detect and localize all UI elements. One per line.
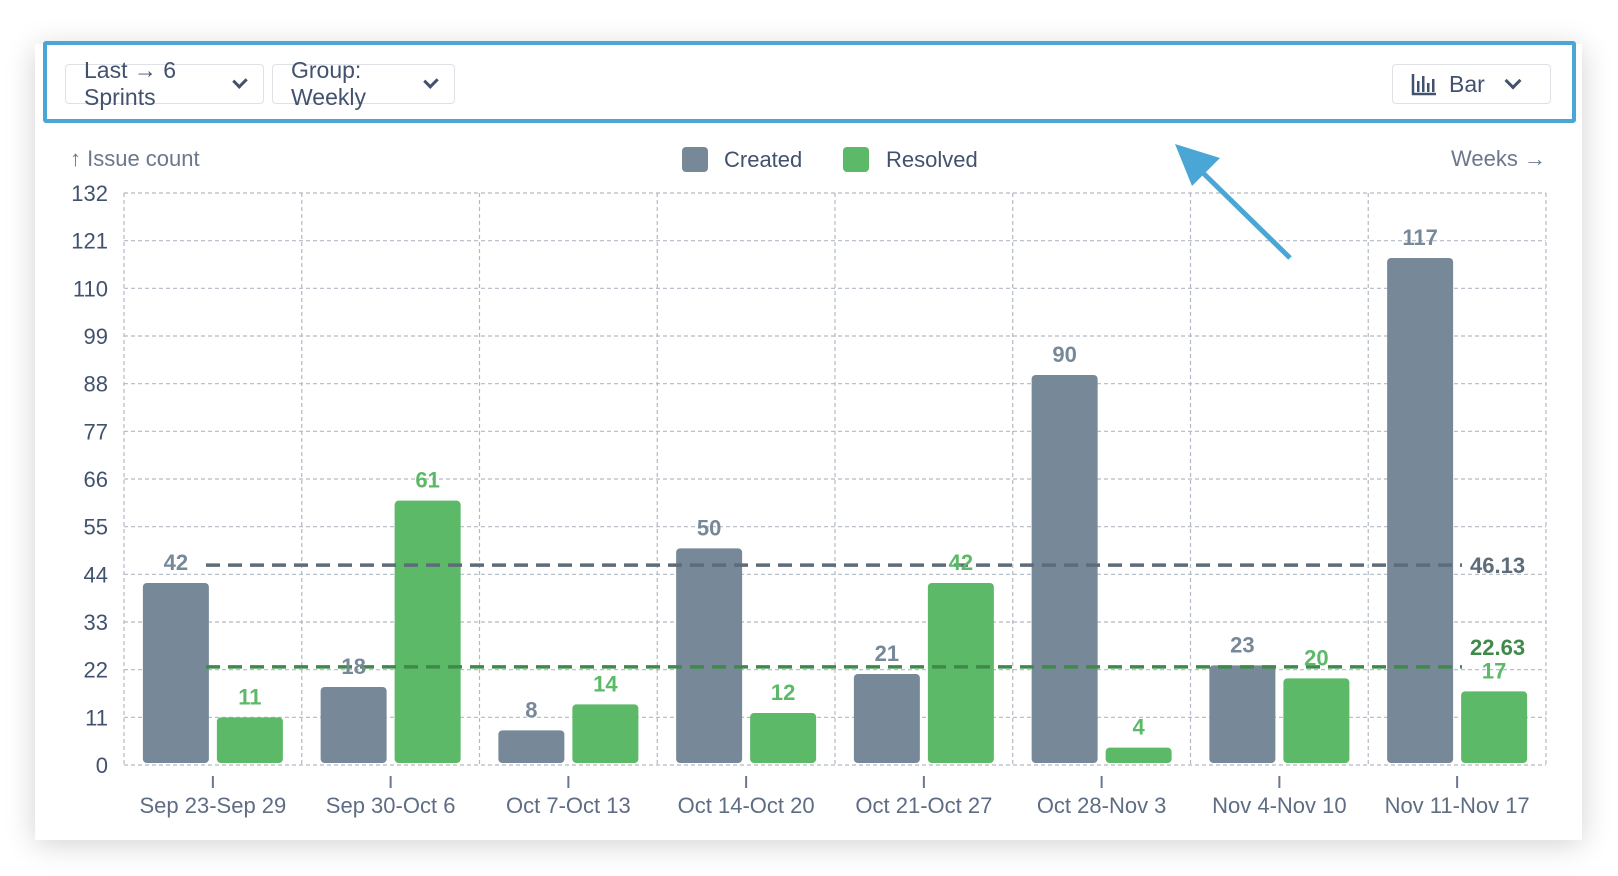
bar-resolved xyxy=(1105,747,1172,763)
bar-created xyxy=(498,730,565,763)
bar-resolved xyxy=(1283,678,1350,763)
data-label-resolved: 42 xyxy=(949,550,973,575)
y-tick-label: 88 xyxy=(84,372,108,397)
y-tick-label: 55 xyxy=(84,515,108,540)
data-label-resolved: 12 xyxy=(771,680,795,705)
data-label-resolved: 4 xyxy=(1133,715,1146,740)
bar-resolved xyxy=(394,500,461,763)
y-tick-label: 22 xyxy=(84,658,108,683)
data-label-created: 8 xyxy=(525,697,537,722)
x-tick-label: Oct 7-Oct 13 xyxy=(506,793,631,818)
data-label-resolved: 20 xyxy=(1304,645,1328,670)
range-label: Last → 6 Sprints xyxy=(84,57,177,110)
data-label-created: 18 xyxy=(341,654,365,679)
data-label-created: 42 xyxy=(164,550,188,575)
legend-label-created: Created xyxy=(724,147,802,172)
data-label-created: 117 xyxy=(1402,225,1438,250)
annotation-arrow xyxy=(1175,144,1292,260)
data-label-created: 90 xyxy=(1052,342,1076,367)
y-tick-label: 66 xyxy=(84,467,108,492)
data-label-resolved: 11 xyxy=(238,684,261,709)
y-tick-label: 77 xyxy=(84,419,108,444)
bar-resolved xyxy=(216,717,283,763)
group-dropdown[interactable]: Group: Weekly xyxy=(272,57,455,110)
x-axis-label: Weeks → xyxy=(1451,146,1546,171)
average-label-created: 46.13 xyxy=(1470,553,1525,578)
chart-type-dropdown[interactable]: Bar xyxy=(1392,64,1551,104)
chart-toolbar: Last → 6 Sprints Group: Weekly Bar xyxy=(43,41,1576,123)
y-axis-label: ↑ Issue count xyxy=(70,146,200,171)
chart-type-label: Bar xyxy=(1449,70,1485,97)
bar-resolved xyxy=(927,583,994,763)
bar-created xyxy=(142,583,209,763)
data-label-created: 21 xyxy=(875,641,899,666)
bar-resolved xyxy=(1461,691,1528,763)
bar-resolved xyxy=(572,704,639,763)
bar-created xyxy=(676,548,743,763)
average-label-resolved: 22.63 xyxy=(1470,635,1525,660)
x-tick-label: Nov 11-Nov 17 xyxy=(1385,793,1530,818)
legend: Created Resolved xyxy=(682,147,978,172)
x-tick-label: Oct 21-Oct 27 xyxy=(855,793,992,818)
data-label-resolved: 14 xyxy=(593,671,618,696)
data-label-created: 50 xyxy=(697,515,721,540)
y-tick-label: 121 xyxy=(71,229,108,254)
data-label-resolved: 61 xyxy=(415,468,439,493)
data-label-created: 23 xyxy=(1230,632,1254,657)
bar-created xyxy=(1387,258,1454,763)
y-tick-label: 110 xyxy=(73,276,108,301)
x-tick-label: Sep 23-Sep 29 xyxy=(139,793,286,818)
x-tick-label: Oct 14-Oct 20 xyxy=(678,793,815,818)
data-label-resolved: 17 xyxy=(1482,658,1506,683)
y-tick-label: 132 xyxy=(71,181,108,206)
bar-created xyxy=(853,674,920,763)
bar-chart-icon xyxy=(1411,74,1436,96)
x-tick-label: Nov 4-Nov 10 xyxy=(1212,793,1347,818)
x-tick-label: Oct 28-Nov 3 xyxy=(1037,793,1167,818)
y-tick-label: 11 xyxy=(85,705,108,730)
legend-label-resolved: Resolved xyxy=(886,147,978,172)
y-tick-label: 0 xyxy=(96,753,108,778)
bar-created xyxy=(320,687,387,763)
y-tick-label: 33 xyxy=(84,610,108,635)
legend-swatch-created xyxy=(682,147,708,172)
arrow-head-icon xyxy=(1175,144,1220,186)
y-tick-label: 44 xyxy=(84,562,108,587)
range-dropdown[interactable]: Last → 6 Sprints xyxy=(65,57,264,110)
group-label: Group: Weekly xyxy=(291,57,366,110)
legend-swatch-resolved xyxy=(843,147,869,172)
bar-resolved xyxy=(750,713,817,763)
bar-created xyxy=(1031,375,1098,763)
x-tick-label: Sep 30-Oct 6 xyxy=(326,793,456,818)
y-tick-label: 99 xyxy=(84,324,108,349)
bar-created xyxy=(1209,665,1276,763)
